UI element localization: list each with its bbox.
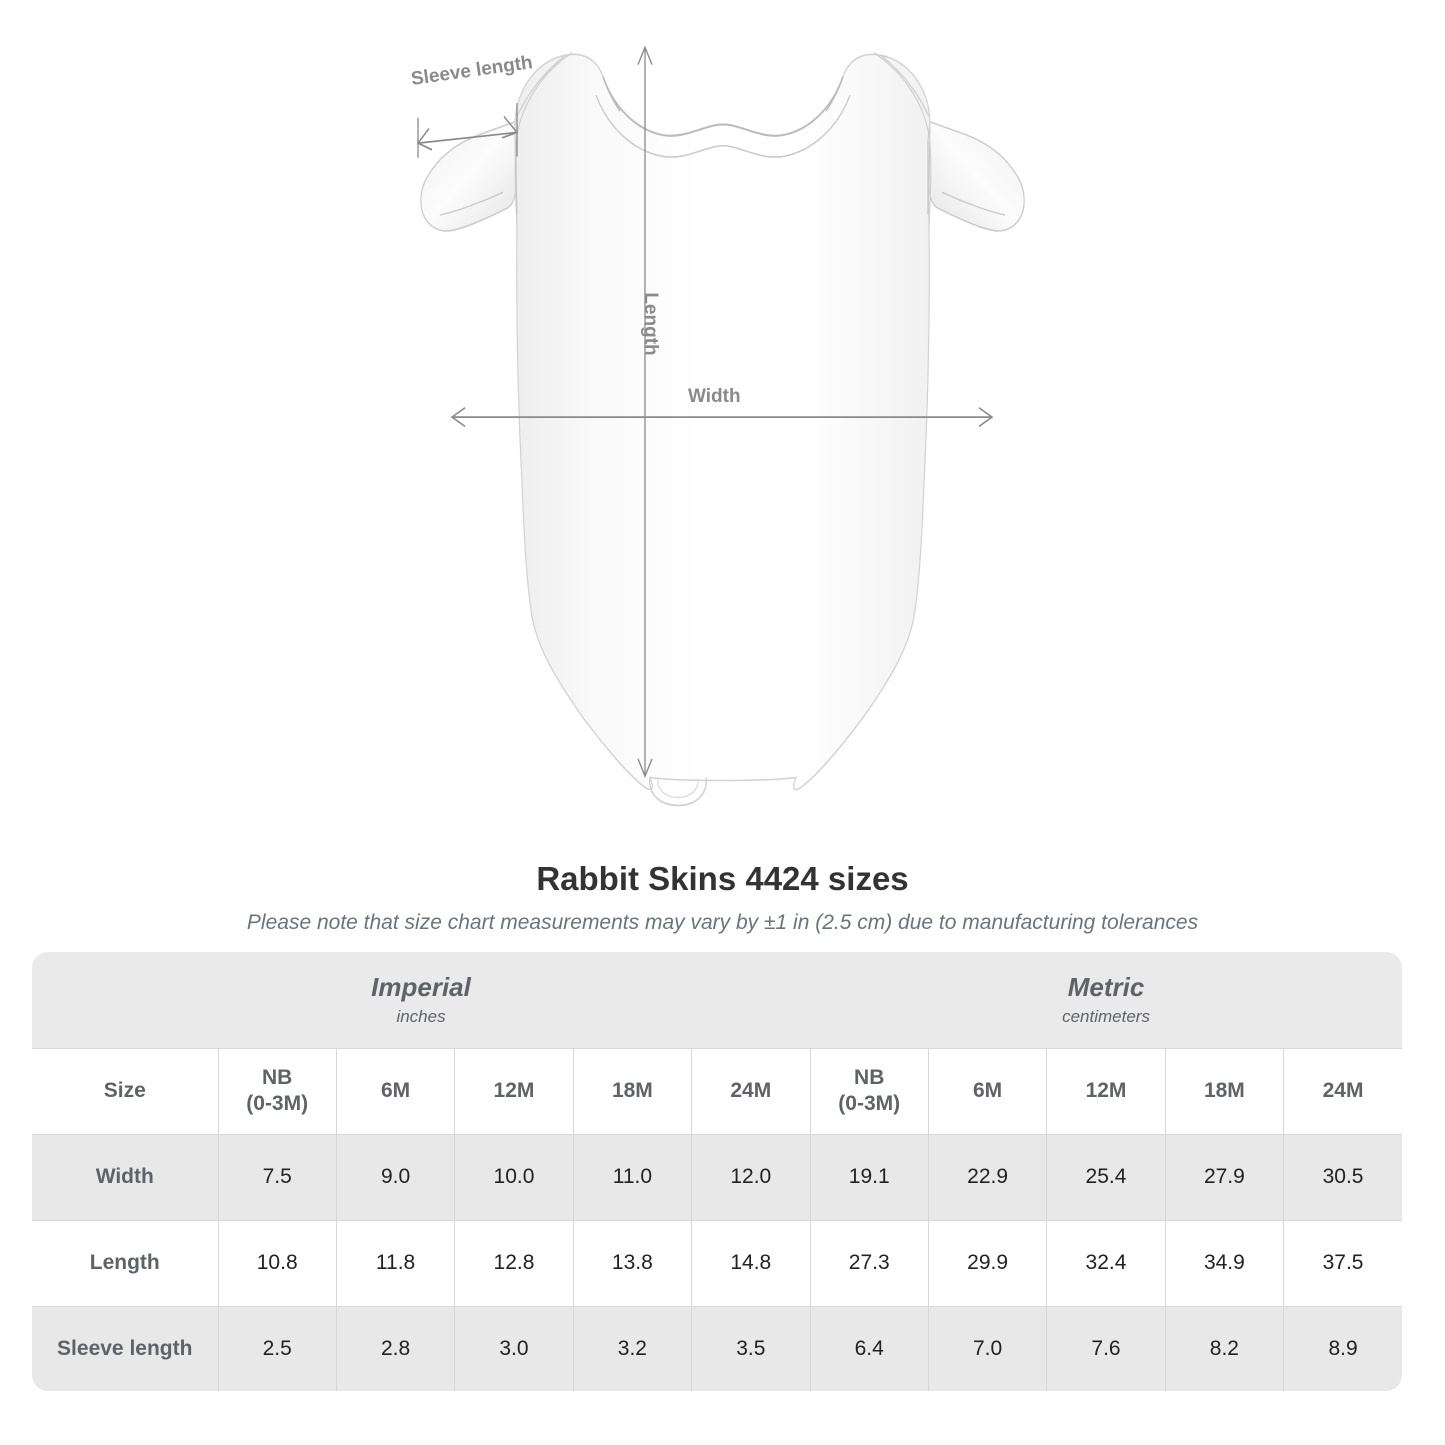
svg-text:Length: Length [640, 292, 661, 355]
svg-text:Sleeve length: Sleeve length [410, 52, 534, 90]
svg-text:Width: Width [688, 386, 741, 407]
